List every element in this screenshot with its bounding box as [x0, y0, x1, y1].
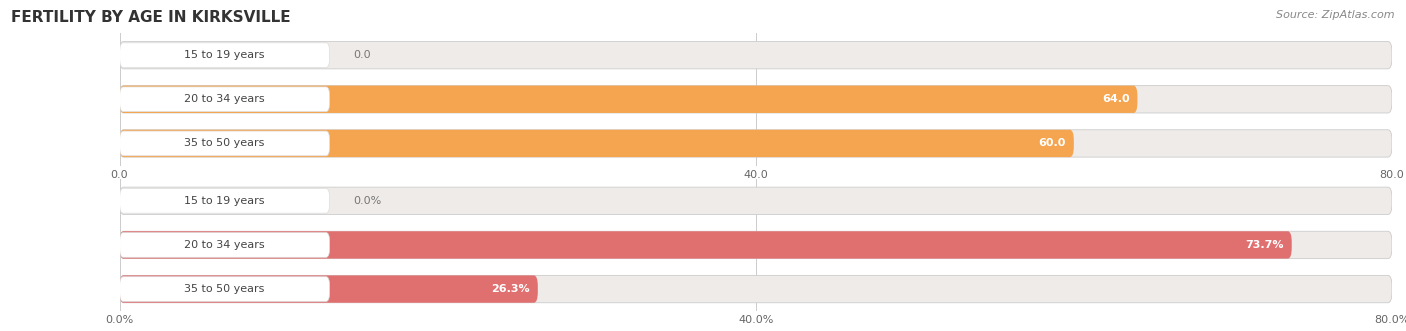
Text: 64.0: 64.0 — [1102, 94, 1129, 104]
Text: 15 to 19 years: 15 to 19 years — [184, 50, 264, 60]
Text: 35 to 50 years: 35 to 50 years — [184, 138, 264, 148]
FancyBboxPatch shape — [120, 187, 1392, 214]
FancyBboxPatch shape — [120, 86, 1392, 113]
FancyBboxPatch shape — [120, 231, 1292, 259]
Text: Source: ZipAtlas.com: Source: ZipAtlas.com — [1277, 10, 1395, 20]
Text: 20 to 34 years: 20 to 34 years — [184, 94, 264, 104]
Text: 35 to 50 years: 35 to 50 years — [184, 284, 264, 294]
FancyBboxPatch shape — [120, 188, 329, 213]
FancyBboxPatch shape — [120, 130, 1074, 157]
FancyBboxPatch shape — [120, 277, 329, 302]
Text: 0.0: 0.0 — [353, 50, 371, 60]
Text: 15 to 19 years: 15 to 19 years — [184, 196, 264, 206]
Text: 0.0%: 0.0% — [353, 196, 381, 206]
FancyBboxPatch shape — [120, 131, 329, 156]
Text: 73.7%: 73.7% — [1246, 240, 1284, 250]
FancyBboxPatch shape — [120, 43, 329, 68]
FancyBboxPatch shape — [120, 130, 1392, 157]
FancyBboxPatch shape — [120, 41, 1392, 69]
FancyBboxPatch shape — [120, 86, 1137, 113]
FancyBboxPatch shape — [120, 275, 538, 303]
Text: 20 to 34 years: 20 to 34 years — [184, 240, 264, 250]
FancyBboxPatch shape — [120, 233, 329, 257]
Text: 26.3%: 26.3% — [491, 284, 530, 294]
Text: 60.0: 60.0 — [1039, 138, 1066, 148]
FancyBboxPatch shape — [120, 87, 329, 112]
FancyBboxPatch shape — [120, 275, 1392, 303]
Text: FERTILITY BY AGE IN KIRKSVILLE: FERTILITY BY AGE IN KIRKSVILLE — [11, 10, 291, 25]
FancyBboxPatch shape — [120, 231, 1392, 259]
